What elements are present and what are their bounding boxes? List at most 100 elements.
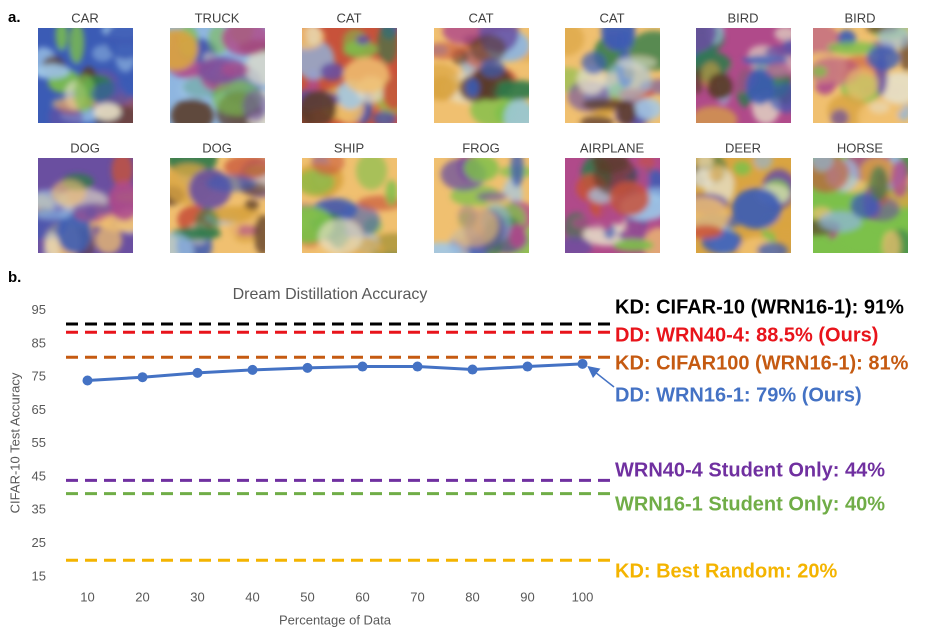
- y-tick-label: 15: [32, 568, 46, 583]
- blob: [106, 21, 146, 60]
- blob: [582, 52, 607, 74]
- y-tick-label: 25: [32, 535, 46, 550]
- y-axis-label: CIFAR-10 Test Accuracy: [7, 372, 22, 513]
- blob: [609, 181, 649, 215]
- blob: [206, 175, 257, 192]
- label-arrow: [589, 367, 615, 387]
- image-label: DOG: [70, 140, 100, 155]
- blob: [634, 98, 662, 119]
- blob: [867, 46, 900, 71]
- blob: [869, 166, 888, 202]
- blob: [417, 63, 460, 100]
- reference-label: DD: WRN40-4: 88.5% (Ours): [615, 324, 878, 346]
- series-marker: [468, 365, 478, 375]
- blob: [72, 203, 112, 216]
- x-tick-label: 20: [135, 589, 149, 604]
- image-label: FROG: [462, 140, 500, 155]
- series-line: [88, 364, 583, 381]
- generated-image: [148, 141, 284, 270]
- x-tick-label: 90: [520, 589, 534, 604]
- blob: [476, 191, 507, 201]
- image-label: SHIP: [334, 140, 364, 155]
- blob: [582, 98, 627, 110]
- blob: [573, 217, 616, 230]
- y-tick-label: 35: [32, 502, 46, 517]
- generated-image: [421, 149, 541, 261]
- blob: [171, 99, 214, 133]
- generated-image: [556, 150, 675, 264]
- series-marker: [413, 362, 423, 372]
- reference-label: KD: CIFAR100 (WRN16-1): 81%: [615, 352, 909, 374]
- x-tick-label: 30: [190, 589, 204, 604]
- blob: [811, 66, 827, 77]
- blob: [490, 80, 541, 100]
- blob: [732, 188, 782, 229]
- series-marker: [248, 365, 258, 375]
- blob: [382, 77, 405, 110]
- blob: [556, 237, 592, 258]
- image-label: HORSE: [837, 140, 884, 155]
- generated-image: [793, 17, 919, 135]
- panel-label: b.: [8, 269, 21, 286]
- blob: [425, 42, 464, 59]
- blob: [306, 24, 321, 45]
- y-tick-label: 75: [32, 369, 46, 384]
- blob: [195, 208, 220, 240]
- blob: [510, 149, 523, 187]
- blob: [845, 68, 878, 100]
- blob: [707, 73, 733, 100]
- x-tick-label: 10: [80, 589, 94, 604]
- x-tick-label: 50: [300, 589, 314, 604]
- generated-image: [282, 149, 418, 267]
- x-tick-label: 70: [410, 589, 424, 604]
- blob: [320, 63, 344, 81]
- figure: a. b. Dream Distillation Accuracy Percen…: [0, 0, 935, 630]
- series-marker: [523, 362, 533, 372]
- blob: [148, 232, 194, 270]
- series-marker: [193, 368, 203, 378]
- series-marker: [138, 372, 148, 382]
- blob: [465, 78, 479, 97]
- generated-image: [789, 142, 921, 271]
- image-label: DOG: [202, 140, 232, 155]
- blob: [688, 225, 723, 239]
- blob: [356, 152, 387, 190]
- blob: [254, 215, 273, 256]
- blob: [677, 11, 717, 52]
- blob: [509, 223, 526, 248]
- blob: [766, 62, 792, 79]
- generated-image: [154, 17, 284, 133]
- blob: [882, 230, 900, 262]
- blob: [243, 90, 269, 122]
- blob: [617, 56, 657, 69]
- generated-image: [22, 152, 148, 267]
- blob: [108, 181, 140, 221]
- series-marker: [303, 363, 313, 373]
- x-tick-label: 40: [245, 589, 259, 604]
- blob: [480, 58, 505, 77]
- blob: [690, 106, 737, 134]
- y-tick-label: 55: [32, 435, 46, 450]
- blob: [377, 24, 397, 64]
- blob: [51, 180, 86, 206]
- blob: [221, 61, 249, 77]
- blob: [580, 116, 614, 130]
- blob: [613, 239, 654, 251]
- blob: [878, 26, 911, 49]
- blob: [464, 155, 499, 182]
- reference-label: KD: Best Random: 20%: [615, 560, 837, 582]
- image-label: DEER: [725, 140, 761, 155]
- series-marker: [83, 376, 93, 386]
- blob: [356, 35, 370, 45]
- blob: [698, 146, 713, 178]
- image-label: CAT: [336, 10, 361, 25]
- generated-image: [677, 11, 803, 134]
- series-marker: [358, 362, 368, 372]
- generated-image: [679, 146, 811, 267]
- generated-image: [288, 17, 412, 138]
- y-tick-label: 65: [32, 402, 46, 417]
- reference-label: WRN40-4 Student Only: 44%: [615, 459, 885, 481]
- generated-image: [30, 20, 149, 139]
- generated-image: [417, 12, 552, 136]
- blob: [504, 99, 534, 136]
